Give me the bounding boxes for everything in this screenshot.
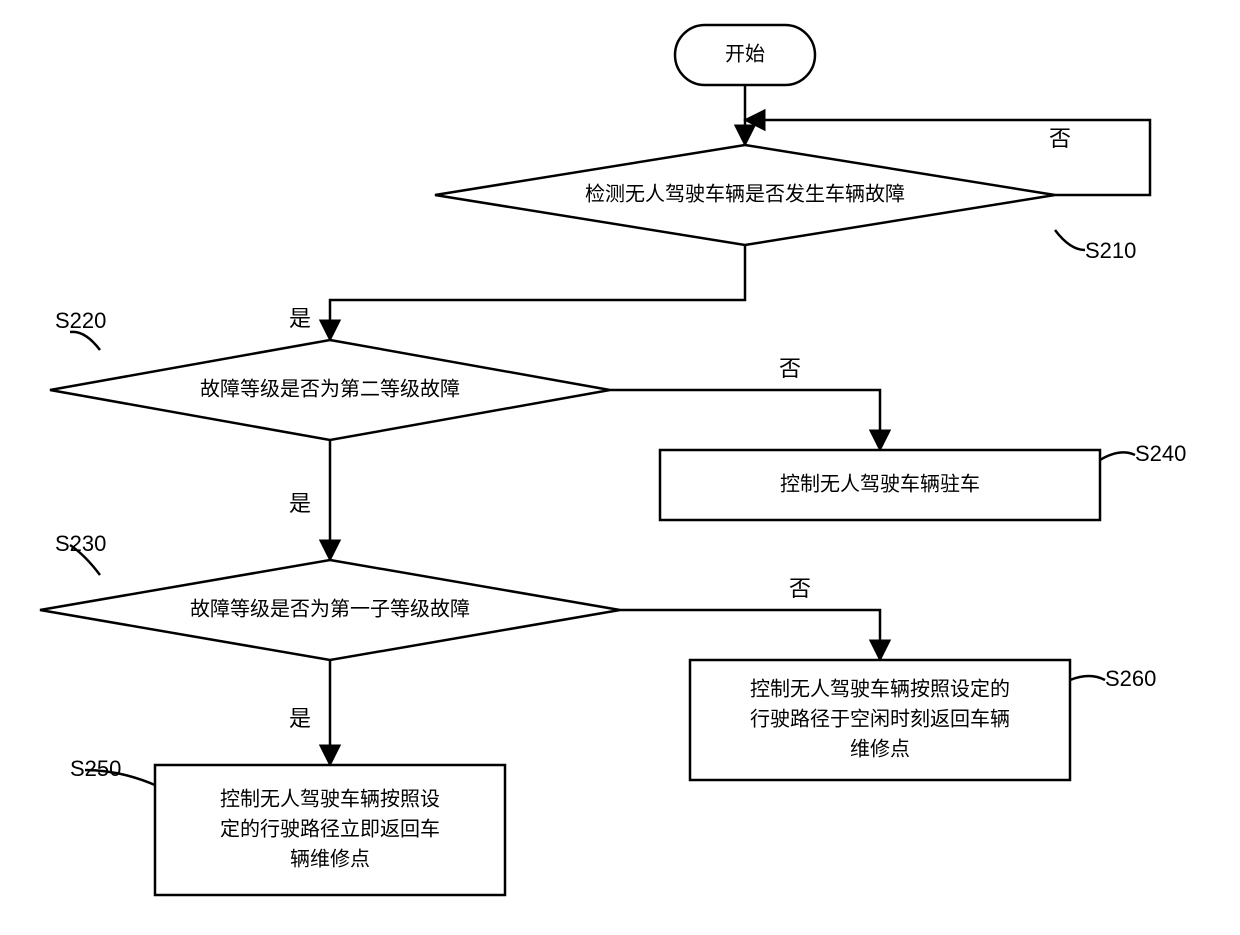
node-text: 故障等级是否为第一子等级故障: [190, 597, 470, 620]
step-connector: [1070, 676, 1105, 680]
node-text-line: 定的行驶路径立即返回车: [220, 817, 440, 840]
node-text-line: 行驶路径于空闲时刻返回车辆: [750, 707, 1010, 730]
edge-label: 否: [779, 356, 801, 381]
edge-label: 否: [789, 576, 811, 601]
edge-label: 是: [289, 306, 311, 331]
step-id-label: S240: [1135, 441, 1186, 466]
node-text: 开始: [725, 42, 765, 65]
step-connector: [1100, 452, 1135, 460]
node-text-line: 控制无人驾驶车辆按照设: [220, 787, 440, 810]
step-id-label: S220: [55, 308, 106, 333]
node-text-line: 维修点: [850, 737, 910, 760]
step-id-label: S250: [70, 756, 121, 781]
flow-edge: [620, 610, 880, 660]
node-text: 故障等级是否为第二等级故障: [200, 377, 460, 400]
flow-edge: [330, 245, 745, 340]
node-text-line: 辆维修点: [290, 847, 370, 870]
edge-label: 是: [289, 706, 311, 731]
node-text-line: 控制无人驾驶车辆驻车: [780, 472, 980, 495]
flow-edge: [610, 390, 880, 450]
step-id-label: S210: [1085, 238, 1136, 263]
step-connector: [70, 332, 100, 350]
step-connector: [1055, 230, 1085, 250]
nodes-layer: 开始检测无人驾驶车辆是否发生车辆故障故障等级是否为第二等级故障故障等级是否为第一…: [40, 25, 1100, 895]
node-text: 检测无人驾驶车辆是否发生车辆故障: [585, 182, 905, 205]
node-text-line: 控制无人驾驶车辆按照设定的: [750, 677, 1010, 700]
step-id-label: S260: [1105, 666, 1156, 691]
edge-label: 否: [1049, 126, 1071, 151]
edge-label: 是: [289, 491, 311, 516]
flowchart-canvas: 开始检测无人驾驶车辆是否发生车辆故障故障等级是否为第二等级故障故障等级是否为第一…: [0, 0, 1240, 935]
